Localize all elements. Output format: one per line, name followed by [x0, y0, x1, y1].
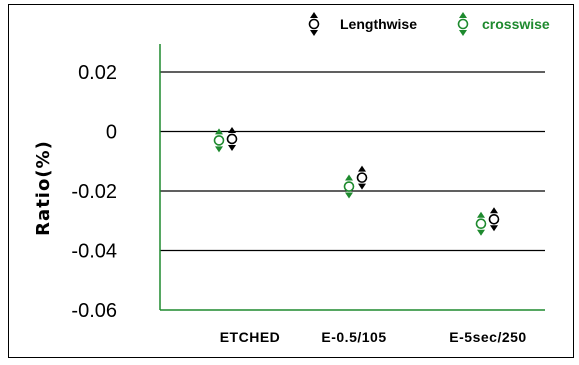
crosswise-point — [475, 211, 487, 236]
gridlines — [160, 71, 545, 252]
legend: Lengthwise crosswise — [308, 12, 550, 36]
legend-item: Lengthwise — [308, 12, 417, 36]
legend-label: Lengthwise — [340, 16, 417, 32]
lengthwise-point — [356, 165, 368, 190]
x-tick-label: E-5sec/250 — [449, 329, 526, 345]
y-tick-label: -0.06 — [71, 300, 117, 322]
y-tick-labels: 0.02 0 -0.02 -0.04 -0.06 — [71, 62, 117, 322]
crosswise-point — [213, 128, 225, 153]
x-tick-label: E-0.5/105 — [321, 329, 386, 345]
data-points — [213, 126, 500, 236]
x-tick-labels: ETCHED E-0.5/105 E-5sec/250 — [220, 329, 526, 345]
crosswise-point — [343, 174, 355, 199]
legend-marker — [308, 12, 320, 36]
y-tick-label: 0 — [106, 122, 117, 144]
lengthwise-point — [488, 207, 500, 232]
legend-marker — [457, 12, 469, 36]
y-axis-label: Ratio(%) — [33, 140, 54, 236]
legend-item: crosswise — [457, 12, 550, 36]
legend-label: crosswise — [482, 16, 550, 32]
lengthwise-point — [226, 126, 238, 151]
y-tick-label: -0.02 — [71, 181, 117, 203]
y-tick-label: 0.02 — [78, 62, 117, 84]
x-tick-label: ETCHED — [220, 329, 281, 345]
chart-frame — [8, 4, 574, 358]
y-tick-label: -0.04 — [71, 241, 117, 263]
